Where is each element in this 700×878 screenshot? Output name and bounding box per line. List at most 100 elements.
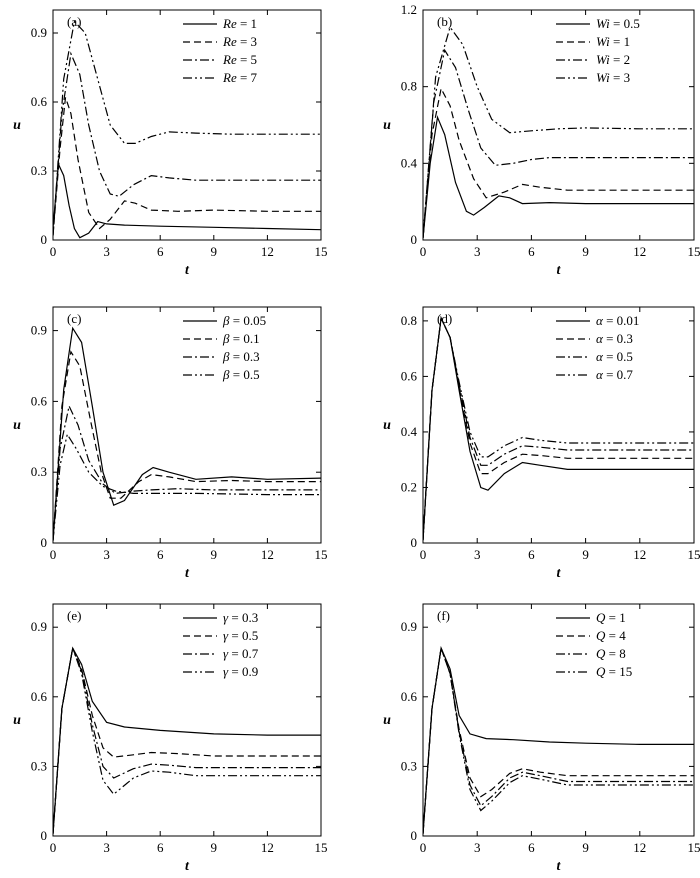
series-line-1 [423, 645, 694, 834]
x-axis-label: t [557, 859, 562, 874]
x-tick-label: 3 [103, 244, 110, 259]
x-tick-label: 3 [103, 547, 110, 562]
x-tick-label: 6 [528, 244, 535, 259]
legend-entry: α = 0.5 [596, 349, 633, 364]
legend-entry: Re = 7 [222, 70, 258, 85]
panel-label: (f) [437, 608, 450, 623]
series-line-4 [53, 432, 321, 541]
y-tick-label: 0.9 [31, 323, 47, 338]
legend: Q = 1 Q = 4 Q = 8 Q = 15 [556, 610, 632, 679]
legend-entry: Wi = 3 [596, 70, 630, 85]
y-tick-label: 0.8 [401, 313, 417, 328]
legend-entry: Q = 15 [596, 664, 632, 679]
x-tick-label: 12 [261, 547, 274, 562]
x-tick-label: 0 [50, 547, 57, 562]
x-tick-label: 6 [528, 840, 535, 855]
legend-entry: α = 0.7 [596, 367, 633, 382]
y-axis-label: u [383, 118, 391, 133]
x-tick-label: 12 [633, 547, 646, 562]
legend-entry: Wi = 2 [596, 52, 630, 67]
legend-entry: γ = 0.3 [223, 610, 258, 625]
series-line-3 [53, 51, 321, 236]
y-tick-label: 0.6 [31, 94, 48, 109]
x-axis-label: t [557, 263, 562, 278]
legend: β = 0.05 β = 0.1 β = 0.3 β = 0.5 [183, 313, 266, 382]
x-tick-label: 15 [315, 840, 328, 855]
y-tick-label: 0.9 [401, 619, 417, 634]
series-line-2 [423, 647, 694, 834]
plot-frame [52, 9, 322, 241]
y-tick-label: 0.6 [31, 689, 48, 704]
legend-entry: β = 0.5 [222, 367, 260, 382]
x-axis-label: t [185, 566, 190, 581]
x-tick-label: 0 [50, 244, 57, 259]
series-line-1 [423, 315, 694, 541]
x-tick-label: 9 [582, 244, 589, 259]
legend-entry: Re = 3 [222, 34, 257, 49]
series-line-4 [423, 25, 694, 239]
y-tick-label: 0.3 [401, 758, 417, 773]
legend: Re = 1 Re = 3 Re = 5 Re = 7 [183, 16, 258, 85]
y-tick-label: 0.4 [401, 424, 418, 439]
y-tick-label: 0 [41, 535, 48, 550]
x-tick-label: 9 [211, 547, 218, 562]
x-tick-label: 0 [50, 840, 57, 855]
series-line-2 [53, 97, 321, 236]
x-tick-label: 3 [474, 244, 481, 259]
plot-frame [422, 306, 695, 544]
legend-entry: Q = 8 [596, 646, 626, 661]
y-axis-label: u [13, 713, 21, 728]
x-tick-label: 12 [633, 840, 646, 855]
x-tick-label: 3 [474, 547, 481, 562]
plot-frame [52, 306, 322, 544]
series-line-1 [53, 161, 321, 239]
series-line-4 [423, 647, 694, 834]
series-line-2 [423, 86, 694, 239]
series-line-2 [53, 350, 321, 541]
y-tick-label: 0.3 [31, 464, 47, 479]
series-line-3 [423, 315, 694, 541]
panel-label: (c) [67, 311, 81, 326]
y-tick-label: 0.9 [31, 619, 47, 634]
legend-entry: Re = 1 [222, 16, 257, 31]
plot-frame [52, 603, 322, 837]
x-tick-label: 6 [157, 244, 164, 259]
y-axis-label: u [13, 118, 21, 133]
series-line-2 [53, 646, 321, 834]
series-line-4 [423, 315, 694, 541]
legend-entry: Q = 4 [596, 628, 626, 643]
x-tick-label: 6 [157, 547, 164, 562]
series-line-3 [53, 645, 321, 834]
panel-label: (d) [437, 311, 452, 326]
legend-entry: γ = 0.7 [223, 646, 259, 661]
x-tick-label: 15 [688, 547, 700, 562]
x-tick-label: 6 [157, 840, 164, 855]
y-tick-label: 0.6 [401, 689, 418, 704]
series-line-1 [53, 646, 321, 834]
y-tick-label: 0.8 [401, 79, 417, 94]
plot-frame [422, 603, 695, 837]
y-axis-label: u [383, 418, 391, 433]
legend: α = 0.01 α = 0.3 α = 0.5 α = 0.7 [556, 313, 639, 382]
y-tick-label: 0.3 [31, 758, 47, 773]
panel-label: (e) [67, 608, 81, 623]
y-tick-label: 0.2 [401, 479, 417, 494]
y-tick-label: 0 [411, 535, 418, 550]
y-tick-label: 0.6 [401, 368, 418, 383]
x-tick-label: 0 [420, 244, 427, 259]
x-tick-label: 12 [261, 244, 274, 259]
x-tick-label: 6 [528, 547, 535, 562]
legend: Wi = 0.5 Wi = 1 Wi = 2 Wi = 3 [556, 16, 640, 85]
x-tick-label: 15 [688, 244, 700, 259]
y-tick-label: 0.3 [31, 163, 47, 178]
legend: γ = 0.3 γ = 0.5 γ = 0.7 γ = 0.9 [183, 610, 259, 679]
y-tick-label: 0 [41, 232, 48, 247]
legend-entry: α = 0.3 [596, 331, 633, 346]
legend-entry: Wi = 1 [596, 34, 630, 49]
y-tick-label: 0.9 [31, 25, 47, 40]
legend-entry: β = 0.05 [222, 313, 266, 328]
